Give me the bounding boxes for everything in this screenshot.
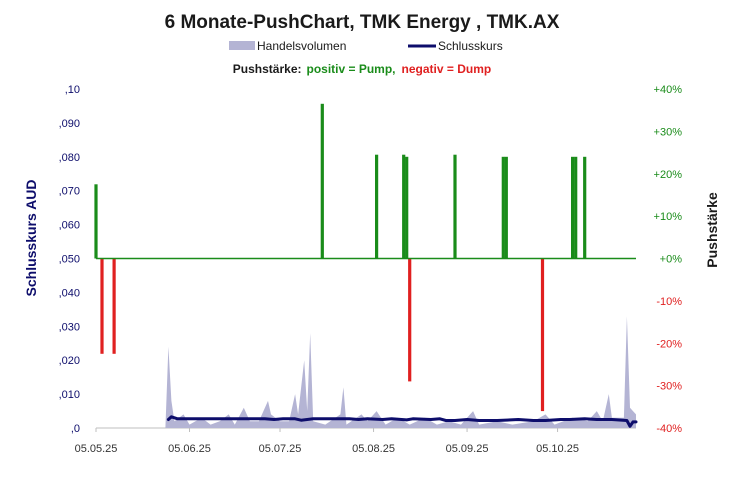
x-tick-label: 05.10.25 bbox=[536, 443, 579, 455]
y-left-tick-label: ,060 bbox=[59, 220, 80, 232]
y-axis-right-label: Pushstärke bbox=[704, 192, 720, 268]
x-tick-label: 05.09.25 bbox=[446, 443, 489, 455]
y-right-tick-label: -10% bbox=[656, 296, 682, 308]
push-bar-negative bbox=[112, 258, 116, 354]
subtitle-prefix: Pushstärke: bbox=[233, 62, 302, 76]
y-left-tick-label: ,020 bbox=[59, 355, 80, 367]
chart-subtitle: Pushstärke: positiv = Pump, negativ = Dump bbox=[233, 62, 491, 76]
push-bar-negative bbox=[540, 258, 545, 412]
y-left-tick-label: ,080 bbox=[59, 152, 80, 164]
x-tick-label: 05.05.25 bbox=[75, 443, 118, 455]
push-bar-positive bbox=[504, 156, 508, 259]
chart-title: 6 Monate-PushChart, TMK Energy , TMK.AX bbox=[165, 12, 560, 33]
volume-area bbox=[165, 316, 636, 428]
legend-label-volume: Handelsvolumen bbox=[257, 39, 346, 53]
subtitle-positive: positiv = Pump, bbox=[307, 62, 396, 76]
subtitle-negative: negativ = Dump bbox=[402, 62, 492, 76]
push-bar-negative bbox=[408, 258, 412, 382]
y-left-tick-label: ,0 bbox=[71, 423, 80, 435]
x-tick-label: 05.08.25 bbox=[352, 443, 395, 455]
push-bar-positive bbox=[571, 156, 575, 259]
y-left-tick-label: ,040 bbox=[59, 287, 80, 299]
push-bar-positive bbox=[574, 156, 578, 259]
push-bar-positive bbox=[375, 154, 379, 259]
y-left-tick-label: ,070 bbox=[59, 186, 80, 198]
y-axis-left: ,0 ,010 ,020 ,030 ,040 ,050 ,060 ,070 ,080 ,090 ,1… bbox=[59, 84, 80, 435]
y-right-tick-label: -40% bbox=[656, 423, 682, 435]
push-bar-positive bbox=[501, 156, 505, 259]
push-bar-positive bbox=[453, 154, 457, 259]
y-axis-left-label: Schlusskurs AUD bbox=[23, 180, 39, 297]
x-tick-label: 05.06.25 bbox=[168, 443, 211, 455]
y-right-tick-label: +0% bbox=[660, 254, 683, 266]
close-series bbox=[166, 415, 638, 428]
y-right-tick-label: +10% bbox=[654, 211, 683, 223]
volume-series bbox=[165, 316, 636, 428]
y-right-tick-label: +30% bbox=[654, 126, 683, 138]
push-bar-positive bbox=[402, 154, 406, 259]
push-bar-positive bbox=[405, 156, 409, 259]
push-bar-positive bbox=[94, 184, 98, 259]
y-right-tick-label: +20% bbox=[654, 169, 683, 181]
y-left-tick-label: ,10 bbox=[65, 84, 80, 96]
legend: Handelsvolumen Schlusskurs bbox=[229, 39, 503, 53]
push-bar-positive bbox=[320, 103, 324, 259]
y-left-tick-label: ,090 bbox=[59, 118, 80, 130]
push-bar-negative bbox=[100, 258, 104, 354]
y-right-tick-label: +40% bbox=[654, 84, 683, 96]
push-bar-positive bbox=[583, 156, 587, 259]
y-left-tick-label: ,050 bbox=[59, 254, 80, 266]
y-left-tick-label: ,010 bbox=[59, 389, 80, 401]
y-axis-right: -40% -30% -20% -10% +0% +10% +20% +30% +40% bbox=[654, 84, 683, 435]
legend-swatch-volume bbox=[229, 41, 255, 50]
close-price-line bbox=[166, 415, 638, 428]
x-tick-label: 05.07.25 bbox=[259, 443, 302, 455]
y-left-tick-label: ,030 bbox=[59, 321, 80, 333]
y-right-tick-label: -20% bbox=[656, 338, 682, 350]
y-right-tick-label: -30% bbox=[656, 381, 682, 393]
x-axis: 05.05.25 05.06.25 05.07.25 05.08.25 05.09.25… bbox=[75, 427, 636, 455]
push-series bbox=[94, 103, 587, 412]
legend-label-close: Schlusskurs bbox=[438, 39, 503, 53]
